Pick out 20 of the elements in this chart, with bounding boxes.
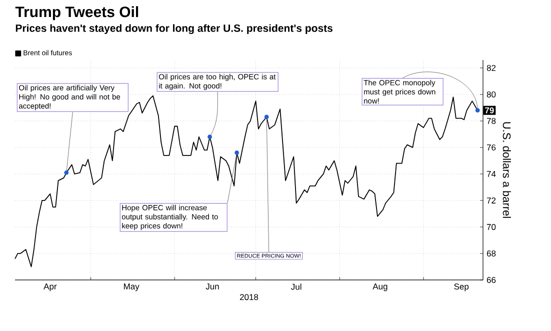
y-tick-label: 74 <box>486 171 496 177</box>
y-axis-title: U.S. dollars a barrel <box>502 122 511 218</box>
x-axis-title: 2018 <box>240 294 258 300</box>
x-tick-label: Apr <box>44 284 57 292</box>
chart-subtitle: Prices haven't stayed down for long after U.S. president's posts <box>16 24 332 34</box>
y-tick-label: 76 <box>486 144 496 150</box>
data-label: 79 <box>485 107 494 114</box>
x-tick-label: May <box>124 284 140 292</box>
y-tick-label: 82 <box>486 64 496 71</box>
x-tick-label: Aug <box>372 284 388 292</box>
y-tick-label: 70 <box>486 224 496 230</box>
y-tick-label: 66 <box>486 276 496 283</box>
x-tick-label: Jul <box>291 284 302 290</box>
x-tick-label: Jun <box>206 284 219 290</box>
chart-title: Trump Tweets Oil <box>15 6 138 20</box>
x-tick-label: Sep <box>454 284 469 292</box>
y-tick-label: 68 <box>486 250 496 256</box>
y-tick-label: 72 <box>486 198 496 204</box>
y-tick-label: 78 <box>486 118 496 124</box>
y-tick-label: 80 <box>486 91 496 98</box>
